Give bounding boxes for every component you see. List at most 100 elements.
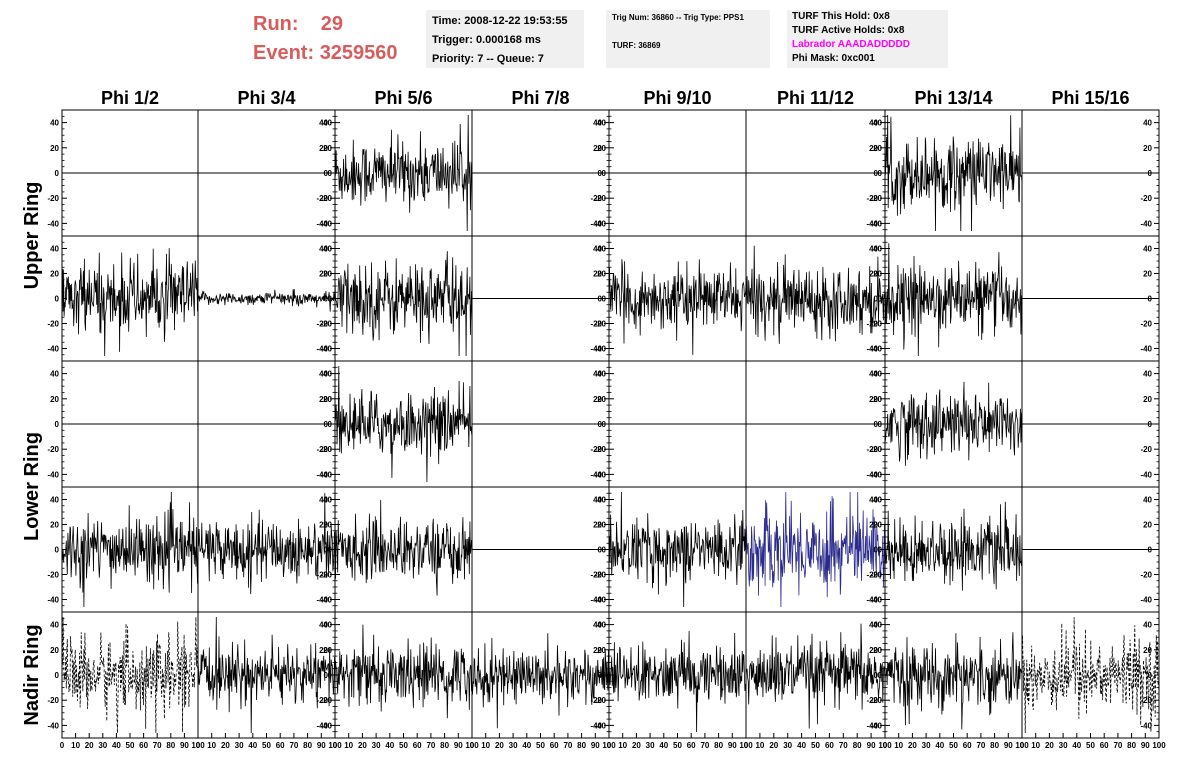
y-tick-label: 20 xyxy=(50,395,59,404)
y-tick-label: 0 xyxy=(324,295,329,304)
waveform-trace xyxy=(884,632,1023,730)
y-tick-label: 20 xyxy=(323,646,332,655)
y-tick-label: 40 xyxy=(50,621,59,630)
y-tick-label: 20 xyxy=(50,270,59,279)
x-tick-label: 90 xyxy=(591,741,600,750)
y-tick-label: -40 xyxy=(870,596,882,605)
x-tick-label: 0 xyxy=(883,741,888,750)
x-tick-label: 60 xyxy=(276,741,285,750)
x-tick-label: 30 xyxy=(509,741,518,750)
y-tick-label: -40 xyxy=(320,219,332,228)
ring-label: Upper Ring xyxy=(21,182,43,290)
x-tick-label: 60 xyxy=(825,741,834,750)
y-tick-label: 40 xyxy=(1143,621,1152,630)
x-tick-label: 60 xyxy=(687,741,696,750)
y-tick-label: -20 xyxy=(1140,445,1152,454)
y-tick-label: 20 xyxy=(873,144,882,153)
x-tick-label: 70 xyxy=(700,741,709,750)
y-tick-label: 40 xyxy=(1143,119,1152,128)
y-tick-label: 0 xyxy=(324,169,329,178)
y-tick-label: -20 xyxy=(870,696,882,705)
waveform-trace xyxy=(197,616,336,734)
y-tick-label: 0 xyxy=(328,671,333,680)
y-tick-label: 20 xyxy=(50,521,59,530)
x-tick-label: 30 xyxy=(98,741,107,750)
y-tick-label: 0 xyxy=(878,169,883,178)
x-tick-label: 10 xyxy=(1031,741,1040,750)
y-tick-label: -20 xyxy=(1140,320,1152,329)
plot-frame xyxy=(197,486,336,613)
x-tick-label: 40 xyxy=(522,741,531,750)
y-tick-label: -40 xyxy=(866,219,878,228)
y-tick-label: -40 xyxy=(47,470,59,479)
y-tick-label: -40 xyxy=(320,345,332,354)
y-tick-label: 20 xyxy=(597,270,606,279)
x-tick-label: 80 xyxy=(440,741,449,750)
y-tick-label: -40 xyxy=(1140,470,1152,479)
y-tick-label: 40 xyxy=(869,245,878,254)
x-tick-label: 40 xyxy=(385,741,394,750)
y-tick-label: 40 xyxy=(593,621,602,630)
run-value: 29 xyxy=(320,13,344,35)
x-tick-label: 60 xyxy=(1100,741,1109,750)
x-tick-label: 0 xyxy=(333,741,338,750)
x-tick-label: 30 xyxy=(372,741,381,750)
x-tick-label: 10 xyxy=(755,741,764,750)
y-tick-label: 20 xyxy=(593,395,602,404)
ring-label: Lower Ring xyxy=(21,432,43,541)
y-tick-label: 20 xyxy=(873,521,882,530)
y-tick-label: 0 xyxy=(874,169,879,178)
y-tick-label: 20 xyxy=(50,144,59,153)
x-tick-label: 20 xyxy=(495,741,504,750)
column-title: Phi 15/16 xyxy=(1051,88,1129,108)
y-tick-label: 20 xyxy=(1143,646,1152,655)
x-tick-label: 70 xyxy=(426,741,435,750)
y-tick-label: -20 xyxy=(594,696,606,705)
y-tick-label: 20 xyxy=(319,521,328,530)
y-tick-label: 40 xyxy=(869,119,878,128)
x-tick-label: 100 xyxy=(1152,741,1166,750)
turf-info-box: TURF This Hold: 0x8 TURF Active Holds: 0… xyxy=(787,10,948,68)
y-tick-label: 0 xyxy=(1148,671,1153,680)
waveform-trace xyxy=(334,365,473,483)
x-tick-label: 30 xyxy=(235,741,244,750)
y-tick-label: 0 xyxy=(55,420,60,429)
y-tick-label: 40 xyxy=(1143,370,1152,379)
x-tick-label: 90 xyxy=(180,741,189,750)
x-tick-label: 100 xyxy=(602,741,616,750)
y-tick-label: 20 xyxy=(873,646,882,655)
x-tick-label: 80 xyxy=(714,741,723,750)
y-tick-label: 0 xyxy=(598,295,603,304)
y-tick-label: -20 xyxy=(870,571,882,580)
y-tick-label: 0 xyxy=(878,420,883,429)
x-tick-label: 50 xyxy=(262,741,271,750)
y-tick-label: -40 xyxy=(594,721,606,730)
y-tick-label: -40 xyxy=(594,345,606,354)
x-tick-label: 20 xyxy=(221,741,230,750)
y-tick-label: -20 xyxy=(320,571,332,580)
x-tick-label: 50 xyxy=(811,741,820,750)
waveform-trace xyxy=(608,259,747,355)
waveform-trace xyxy=(745,245,886,344)
turf-line: TURF: 36869 xyxy=(612,41,661,50)
x-tick-label: 80 xyxy=(853,741,862,750)
y-tick-label: 0 xyxy=(55,169,60,178)
y-tick-label: 0 xyxy=(602,295,607,304)
y-tick-label: -20 xyxy=(590,194,602,203)
waveform-trace xyxy=(61,248,199,357)
waveform-trace xyxy=(61,616,199,734)
x-tick-label: 80 xyxy=(166,741,175,750)
y-tick-label: 20 xyxy=(1143,395,1152,404)
x-tick-label: 70 xyxy=(289,741,298,750)
y-tick-label: 40 xyxy=(1143,496,1152,505)
y-tick-label: 20 xyxy=(597,646,606,655)
x-tick-label: 0 xyxy=(607,741,612,750)
y-tick-label: 20 xyxy=(597,395,606,404)
y-tick-label: 20 xyxy=(869,521,878,530)
y-tick-label: -40 xyxy=(1140,721,1152,730)
x-tick-label: 90 xyxy=(454,741,463,750)
y-tick-label: 40 xyxy=(593,245,602,254)
y-tick-label: 20 xyxy=(869,395,878,404)
y-tick-label: 40 xyxy=(873,119,882,128)
y-tick-label: 40 xyxy=(323,370,332,379)
